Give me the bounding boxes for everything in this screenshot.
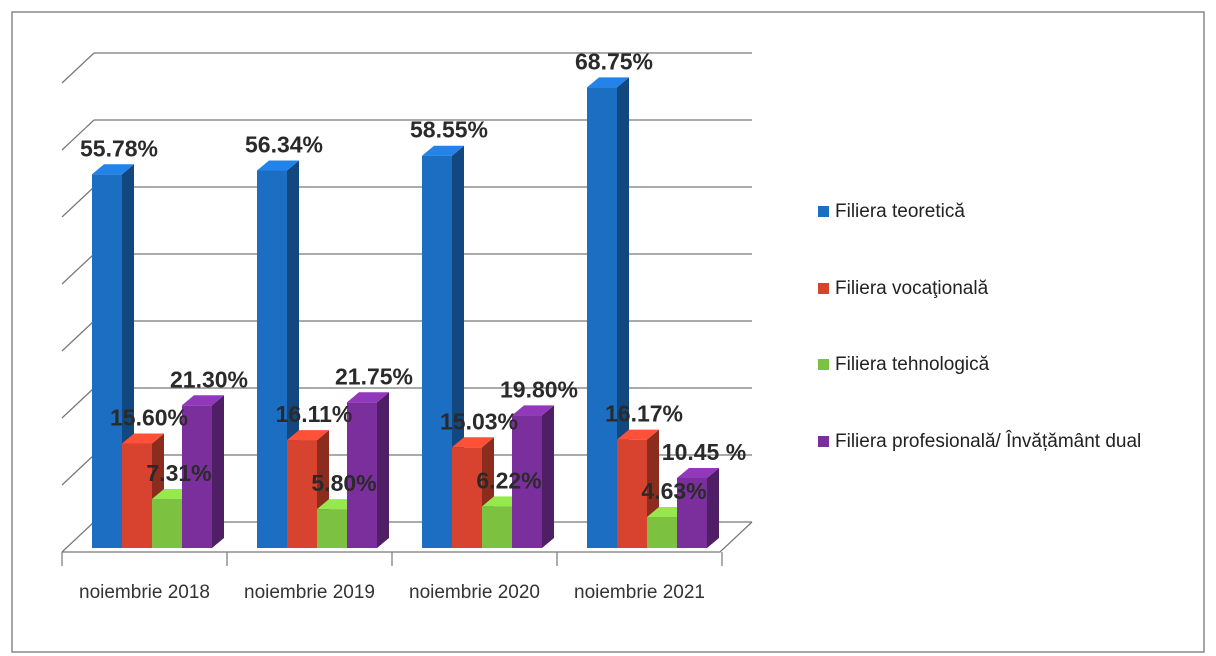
- grid-side: [61, 119, 95, 151]
- bar: [182, 395, 224, 548]
- grid-line: [61, 52, 752, 84]
- legend-item: Filiera vocaţională: [818, 277, 1216, 301]
- bar-front: [287, 440, 317, 548]
- bar-top: [122, 433, 164, 444]
- bar-front: [452, 447, 482, 548]
- bar-front: [482, 506, 512, 548]
- bar-front: [92, 174, 122, 549]
- bar-front: [347, 402, 377, 548]
- bar-side: [617, 77, 629, 548]
- bar: [122, 433, 164, 548]
- value-label: 16.17%: [605, 401, 683, 427]
- bar-top: [257, 160, 299, 171]
- bar-top: [617, 429, 659, 440]
- value-label: 5.80%: [311, 470, 376, 496]
- grid-line: [61, 119, 752, 151]
- x-tick-label: noiembrie 2021: [574, 582, 705, 603]
- legend-swatch: [818, 283, 829, 294]
- grid-line: [61, 186, 752, 218]
- bar: [512, 405, 554, 548]
- bar-front: [152, 499, 182, 548]
- bar-front: [617, 439, 647, 548]
- value-label: 16.11%: [276, 401, 353, 427]
- grid-line: [61, 253, 752, 285]
- bar-top: [347, 392, 389, 403]
- bar-top: [422, 145, 464, 156]
- legend-swatch: [818, 206, 829, 217]
- value-label: 10.45 %: [662, 439, 746, 465]
- legend-item: Filiera profesională/ Învățământ dual: [818, 430, 1216, 454]
- bar-top: [182, 395, 224, 406]
- legend-item: Filiera tehnologică: [818, 353, 1216, 377]
- grid-side: [61, 253, 95, 285]
- value-label: 21.30%: [170, 366, 248, 392]
- value-label: 15.60%: [110, 404, 188, 430]
- legend-item: Filiera teoretică: [818, 200, 1216, 224]
- bar-top: [92, 164, 134, 175]
- grid-side: [61, 320, 95, 352]
- bar-front: [317, 509, 347, 548]
- grid-side: [61, 186, 95, 218]
- x-tick-label: noiembrie 2020: [409, 582, 540, 603]
- grid-side: [61, 52, 95, 84]
- value-label: 56.34%: [245, 132, 323, 158]
- bar: [452, 437, 494, 548]
- legend-label: Filiera teoretică: [835, 201, 965, 222]
- bar: [677, 467, 719, 548]
- value-label: 7.31%: [146, 460, 211, 486]
- legend-label: Filiera vocaţională: [835, 278, 989, 299]
- value-label: 6.22%: [476, 467, 541, 493]
- bar: [347, 392, 389, 548]
- bar-front: [647, 516, 677, 548]
- bar-side: [377, 392, 389, 548]
- x-tick-label: noiembrie 2019: [244, 582, 375, 603]
- bar-top: [587, 77, 629, 88]
- value-label: 58.55%: [410, 117, 488, 143]
- value-label: 19.80%: [500, 376, 578, 402]
- frame: [11, 11, 1205, 653]
- bar-front: [587, 87, 617, 548]
- bar-side: [212, 395, 224, 548]
- bar-front: [257, 170, 287, 548]
- grid-side: [61, 387, 95, 419]
- legend-swatch: [818, 436, 829, 447]
- grid-side: [61, 454, 95, 486]
- bar-front: [677, 477, 707, 548]
- floor: [62, 521, 753, 553]
- bar-top: [452, 437, 494, 448]
- bar: [587, 77, 629, 548]
- legend-swatch: [818, 359, 829, 370]
- bar-front: [512, 415, 542, 548]
- legend-label: Filiera profesională/ Învățământ dual: [835, 431, 1142, 452]
- bar-side: [707, 467, 719, 548]
- bar-top: [677, 467, 719, 478]
- bar-front: [422, 155, 452, 548]
- value-label: 15.03%: [440, 408, 518, 434]
- bar-top: [512, 405, 554, 416]
- bar-side: [542, 405, 554, 548]
- value-label: 68.75%: [575, 48, 653, 74]
- grid-line: [61, 320, 752, 352]
- value-label: 55.78%: [80, 135, 158, 161]
- grid-side: [61, 521, 95, 553]
- value-label: 4.63%: [641, 478, 706, 504]
- value-label: 21.75%: [335, 363, 413, 389]
- bar-top: [287, 430, 329, 441]
- x-tick-label: noiembrie 2018: [79, 582, 210, 603]
- legend-label: Filiera tehnologică: [835, 354, 990, 375]
- bar-front: [182, 405, 212, 548]
- bar-front: [122, 443, 152, 548]
